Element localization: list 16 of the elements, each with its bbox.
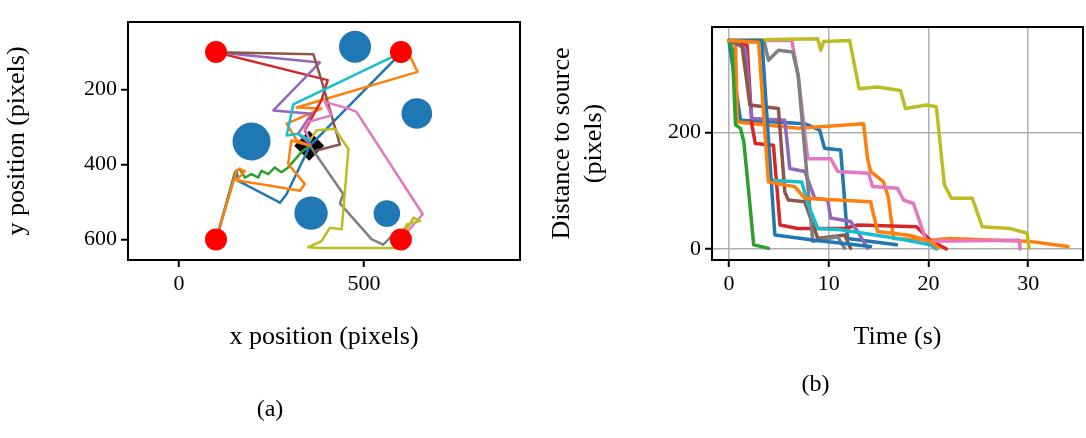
x-tick-label: 20 <box>917 269 940 295</box>
x-tick-label: 10 <box>817 269 840 295</box>
y-tick-label: 400 <box>84 150 117 176</box>
x-axis-title: x position (pixels) <box>229 321 419 351</box>
y-tick-label: 200 <box>668 118 701 144</box>
text: (b) <box>800 370 831 397</box>
x-tick-label: 0 <box>173 269 185 295</box>
y-tick-label: 200 <box>84 75 117 101</box>
y-axis-title: Distance to source (pixels) <box>546 47 607 240</box>
x-axis-title: Time (s) <box>853 321 942 351</box>
y-tick-label: 600 <box>84 225 117 251</box>
y-axis-title: y position (pixels) <box>1 46 31 236</box>
x-tick-label: 30 <box>1017 269 1040 295</box>
text: (a) <box>255 395 285 422</box>
x-tick-label: 0 <box>723 269 735 295</box>
x-tick-label: 500 <box>347 269 381 295</box>
